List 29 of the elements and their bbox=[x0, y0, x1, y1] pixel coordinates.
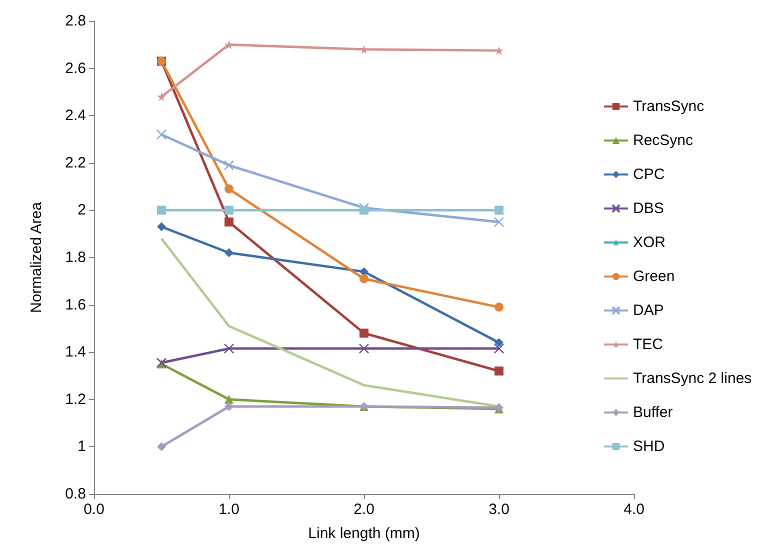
legend-label: DAP bbox=[633, 302, 664, 319]
legend-label: CPC bbox=[633, 166, 665, 183]
y-tick-label: 1.8 bbox=[65, 249, 86, 266]
x-tick-label: 4.0 bbox=[624, 501, 644, 518]
y-axis-title: Normalized Area bbox=[28, 201, 45, 313]
legend-label: XOR bbox=[633, 234, 666, 251]
y-tick-label: 2.2 bbox=[65, 154, 86, 172]
x-tick-label: 3.0 bbox=[488, 501, 510, 518]
y-tick-label: 1.2 bbox=[65, 390, 86, 408]
legend-label: TransSync bbox=[633, 98, 705, 115]
y-tick-label: 0.8 bbox=[65, 486, 86, 502]
legend-label: SHD bbox=[633, 438, 665, 455]
legend-label: DBS bbox=[633, 200, 664, 217]
legend-label: Green bbox=[633, 268, 675, 285]
x-tick-label: 0.0 bbox=[84, 501, 104, 518]
y-tick-label: 1 bbox=[78, 438, 86, 456]
x-tick-label: 1.0 bbox=[218, 501, 240, 518]
y-tick-label: 1.6 bbox=[65, 296, 86, 314]
y-tick-label: 2.6 bbox=[65, 60, 86, 77]
legend-label: TransSync 2 lines bbox=[633, 370, 752, 387]
legend-label: Buffer bbox=[633, 404, 673, 421]
y-tick-label: 2.4 bbox=[65, 107, 86, 124]
y-tick-label: 2 bbox=[78, 202, 86, 219]
x-axis-title: Link length (mm) bbox=[308, 525, 420, 542]
x-tick-label: 2.0 bbox=[354, 501, 374, 518]
y-tick-label: 1.4 bbox=[65, 344, 86, 361]
y-tick-label: 2.8 bbox=[65, 12, 86, 30]
legend-label: RecSync bbox=[633, 132, 694, 149]
legend-label: TEC bbox=[633, 336, 664, 353]
